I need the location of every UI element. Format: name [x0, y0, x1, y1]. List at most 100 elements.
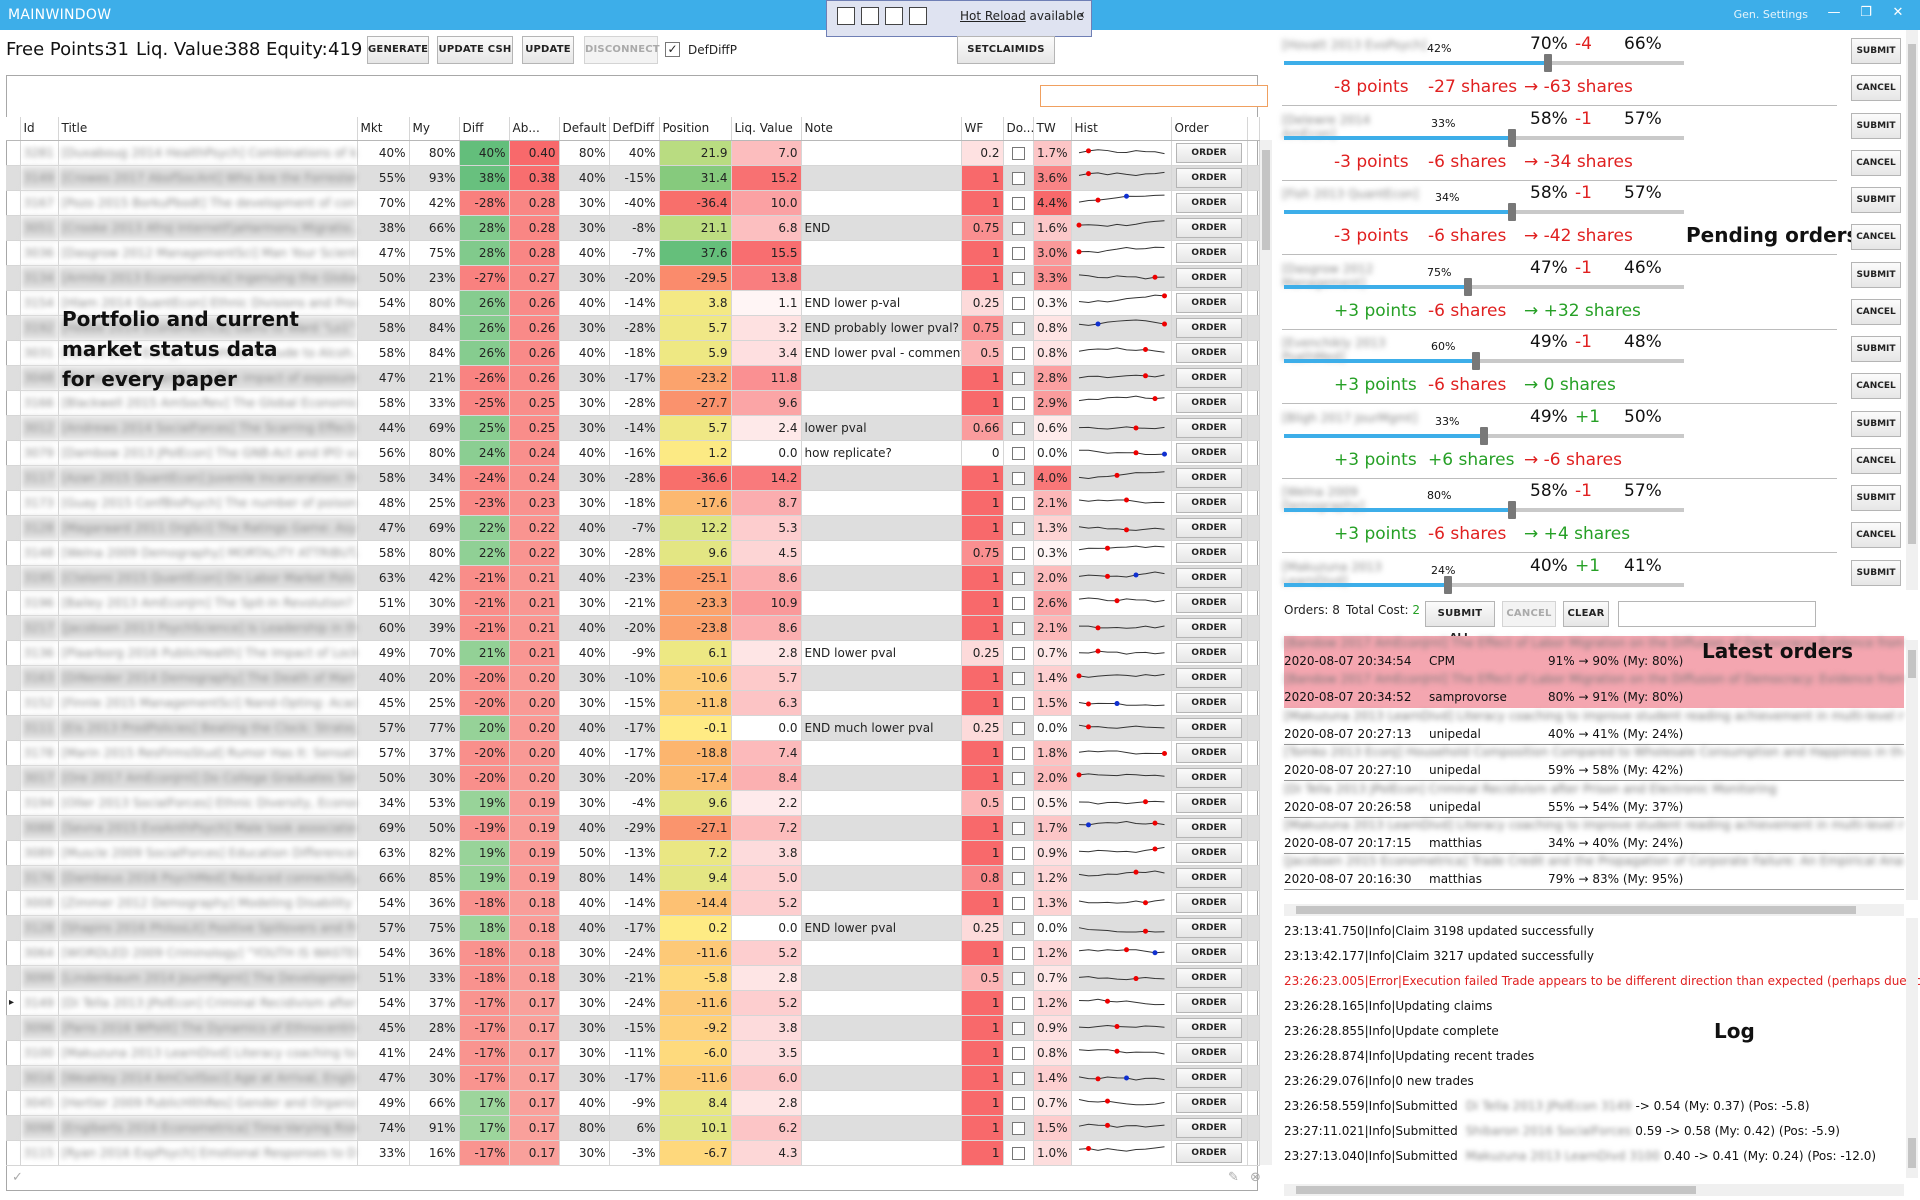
log-scrollbar[interactable]: [1906, 918, 1918, 1178]
generate-button[interactable]: GENERATE: [367, 36, 429, 64]
do-checkbox[interactable]: [1011, 321, 1025, 335]
cell-do[interactable]: [1003, 315, 1034, 341]
row-indicator[interactable]: [6, 265, 21, 291]
cell-do[interactable]: [1003, 515, 1034, 541]
latest-hscroll-thumb[interactable]: [1296, 906, 1856, 914]
do-checkbox[interactable]: [1011, 271, 1025, 285]
clear-button[interactable]: CLEAR: [1563, 601, 1609, 627]
order-button[interactable]: ORDER: [1176, 192, 1242, 213]
do-checkbox[interactable]: [1011, 871, 1025, 885]
cell-note[interactable]: [801, 665, 962, 691]
row-indicator[interactable]: [6, 515, 21, 541]
do-checkbox[interactable]: [1011, 1021, 1025, 1035]
cell-note[interactable]: [801, 765, 962, 791]
order-button[interactable]: ORDER: [1176, 642, 1242, 663]
table-row[interactable]: 3128 [Magaraard 2011 OrgSci] The Ratings …: [6, 515, 1260, 541]
do-checkbox[interactable]: [1011, 1146, 1025, 1160]
cell-note[interactable]: [801, 1040, 962, 1066]
order-button[interactable]: ORDER: [1176, 667, 1242, 688]
cell-do[interactable]: [1003, 940, 1034, 966]
slider-knob[interactable]: [1464, 277, 1472, 296]
do-checkbox[interactable]: [1011, 571, 1025, 585]
column-header[interactable]: Order: [1171, 117, 1248, 141]
order-button[interactable]: ORDER: [1176, 592, 1242, 613]
cell-note[interactable]: [801, 740, 962, 766]
cell-note[interactable]: [801, 1090, 962, 1116]
cell-do[interactable]: [1003, 540, 1034, 566]
row-indicator[interactable]: [6, 715, 21, 741]
update-csh-button[interactable]: UPDATE CSH: [437, 36, 513, 64]
do-checkbox[interactable]: [1011, 821, 1025, 835]
cell-note[interactable]: [801, 790, 962, 816]
row-indicator[interactable]: [6, 815, 21, 841]
latest-order-item[interactable]: [Makuzuna 2013 LearnDivd] Literacy coach…: [1284, 818, 1904, 854]
cell-note[interactable]: lower pval: [801, 415, 962, 441]
cell-note[interactable]: [801, 265, 962, 291]
order-button[interactable]: ORDER: [1176, 167, 1242, 188]
hot-reload-link[interactable]: Hot Reload: [960, 9, 1026, 23]
cell-note[interactable]: [801, 965, 962, 991]
order-button[interactable]: ORDER: [1176, 1067, 1242, 1088]
row-indicator[interactable]: [6, 290, 21, 316]
cancel-all-button[interactable]: CANCEL: [1502, 601, 1556, 627]
pending-order-slider[interactable]: [1284, 426, 1684, 445]
slider-knob[interactable]: [1508, 128, 1516, 147]
gen-settings-link[interactable]: Gen. Settings: [1733, 8, 1808, 21]
table-row[interactable]: 3079 [Dambow 2013 JPolEcon] The GNB-Act a…: [6, 440, 1260, 466]
pending-order-slider[interactable]: [1284, 128, 1684, 147]
order-button[interactable]: ORDER: [1176, 342, 1242, 363]
cell-do[interactable]: [1003, 390, 1034, 416]
order-button[interactable]: ORDER: [1176, 892, 1242, 913]
do-checkbox[interactable]: [1011, 1046, 1025, 1060]
table-row[interactable]: 3148 [Welna 2009 Demography] MORTALITY AT…: [6, 540, 1260, 566]
cell-note[interactable]: END much lower pval: [801, 715, 962, 741]
slider-knob[interactable]: [1544, 54, 1552, 72]
cell-note[interactable]: [801, 840, 962, 866]
log-hscroll-thumb[interactable]: [1296, 1186, 1696, 1194]
table-row[interactable]: 3166 [Blackwell 2015 AmSocRev] The Global…: [6, 390, 1260, 416]
cell-do[interactable]: [1003, 1015, 1034, 1041]
latest-order-item[interactable]: [Jacobsen 2015 Econometrica] Trade Credi…: [1284, 854, 1904, 891]
cell-do[interactable]: [1003, 790, 1034, 816]
column-header[interactable]: Hist: [1071, 117, 1172, 141]
cell-do[interactable]: [1003, 365, 1034, 391]
cell-note[interactable]: how replicate?: [801, 440, 962, 466]
row-indicator[interactable]: [6, 1015, 21, 1041]
do-checkbox[interactable]: [1011, 846, 1025, 860]
do-checkbox[interactable]: [1011, 621, 1025, 635]
column-header[interactable]: Default: [559, 117, 610, 141]
table-row[interactable]: ▸ 3149 [Di Tella 2013 JPolEcon] Criminal R…: [6, 990, 1260, 1016]
submit-order-button[interactable]: SUBMIT: [1851, 187, 1901, 213]
order-button[interactable]: ORDER: [1176, 1142, 1242, 1163]
order-button[interactable]: ORDER: [1176, 317, 1242, 338]
cell-do[interactable]: [1003, 190, 1034, 216]
log-hscrollbar[interactable]: [1284, 1184, 1904, 1196]
row-indicator[interactable]: [6, 215, 21, 241]
order-button[interactable]: ORDER: [1176, 767, 1242, 788]
cell-note[interactable]: [801, 690, 962, 716]
minimize-icon[interactable]: —: [1827, 5, 1841, 20]
cell-note[interactable]: [801, 940, 962, 966]
table-row[interactable]: 3194 [Oller 2013 SocialForces] Ethnic Div…: [6, 790, 1260, 816]
cell-note[interactable]: [801, 140, 962, 166]
order-button[interactable]: ORDER: [1176, 442, 1242, 463]
cell-note[interactable]: [801, 240, 962, 266]
cancel-order-button[interactable]: CANCEL: [1851, 298, 1901, 325]
cell-do[interactable]: [1003, 690, 1034, 716]
cell-do[interactable]: [1003, 340, 1034, 366]
cell-do[interactable]: [1003, 140, 1034, 166]
do-checkbox[interactable]: [1011, 171, 1025, 185]
row-indicator[interactable]: [6, 615, 21, 641]
row-indicator[interactable]: [6, 365, 21, 391]
row-indicator[interactable]: [6, 165, 21, 191]
order-button[interactable]: ORDER: [1176, 1117, 1242, 1138]
cell-do[interactable]: [1003, 965, 1034, 991]
do-checkbox[interactable]: [1011, 346, 1025, 360]
column-header[interactable]: WF: [961, 117, 1004, 141]
cell-note[interactable]: [801, 165, 962, 191]
row-indicator[interactable]: [6, 440, 21, 466]
row-indicator[interactable]: [6, 240, 21, 266]
table-row[interactable]: 3176 [Dambeus 2016 PsychMed] Reduced conn…: [6, 865, 1260, 891]
row-indicator[interactable]: [6, 765, 21, 791]
do-checkbox[interactable]: [1011, 496, 1025, 510]
